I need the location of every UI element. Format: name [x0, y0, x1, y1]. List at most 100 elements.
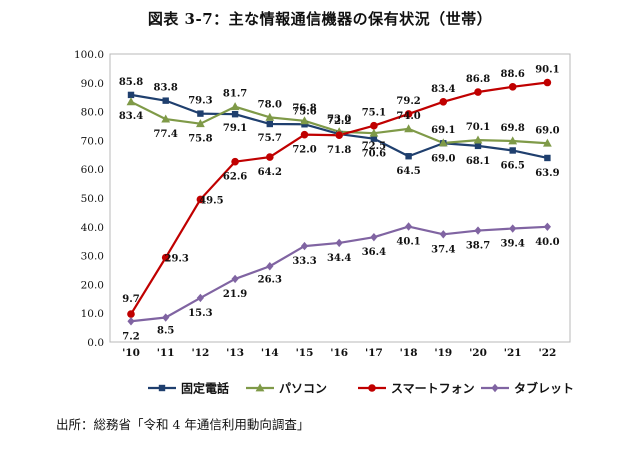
y-tick-label: 100.0: [74, 49, 104, 61]
data-label: 69.1: [431, 125, 455, 136]
data-label: 37.4: [431, 244, 455, 255]
data-label: 86.8: [466, 74, 490, 85]
data-labels: 85.8 83.8 79.3 79.1 75.7 75.6 72.2 70.6 64.5 69.0…: [119, 65, 560, 343]
x-tick-label: '12: [191, 347, 209, 359]
data-label: 49.5: [199, 195, 223, 206]
data-point: [370, 232, 378, 242]
data-label: 68.1: [466, 156, 490, 167]
y-tick-label: 90.0: [81, 78, 104, 90]
data-label: 9.7: [122, 294, 139, 305]
data-point: [266, 120, 273, 128]
data-point: [405, 222, 413, 231]
data-label: 34.4: [327, 253, 351, 264]
data-label: 72.5: [362, 141, 386, 152]
data-point: [161, 114, 171, 123]
data-label: 75.6: [292, 106, 316, 117]
data-label: 29.3: [165, 254, 189, 265]
data-point: [544, 154, 551, 162]
y-tick-label: 10.0: [81, 308, 104, 320]
data-label: 38.7: [466, 241, 490, 252]
data-point: [231, 274, 239, 284]
data-label: 72.0: [292, 145, 316, 156]
data-point: [127, 310, 135, 318]
data-label: 78.0: [258, 99, 282, 110]
x-tick-label: '11: [157, 347, 175, 359]
data-point: [266, 262, 274, 271]
y-tick-label: 60.0: [81, 164, 104, 176]
data-label: 69.0: [535, 125, 559, 136]
data-label: 8.5: [157, 326, 174, 337]
legend: 固定電話 パソコン スマートフォン タブレット: [148, 381, 574, 396]
data-point: [231, 157, 239, 166]
data-label: 73.0: [327, 114, 351, 125]
data-label: 63.9: [535, 168, 559, 179]
legend-marker-2: [255, 383, 265, 392]
chart-title: 図表 3-7：主な情報通信機器の保有状況（世帯）: [147, 10, 493, 28]
data-point: [438, 138, 448, 147]
data-point: [301, 121, 308, 128]
y-tick-label: 40.0: [81, 222, 104, 234]
x-tick-label: '18: [400, 347, 418, 359]
y-tick-label: 20.0: [81, 279, 104, 291]
data-point: [473, 135, 483, 144]
data-point: [508, 136, 518, 145]
y-tick-label: 80.0: [81, 107, 104, 119]
data-label: 83.4: [431, 84, 455, 95]
data-label: 26.3: [258, 274, 282, 285]
data-label: 79.2: [396, 96, 420, 107]
x-tick-label: '22: [538, 347, 556, 359]
data-label: 79.1: [223, 123, 247, 134]
data-label: 88.6: [501, 69, 525, 80]
data-label: 64.5: [396, 166, 420, 177]
data-label: 83.4: [119, 111, 143, 122]
data-point: [265, 112, 275, 121]
data-label: 7.2: [122, 331, 139, 342]
data-point: [509, 147, 516, 154]
data-point: [197, 110, 204, 117]
data-point: [543, 138, 552, 147]
data-label: 76.8: [292, 103, 316, 114]
data-point: [162, 313, 170, 322]
x-tick-label: '20: [469, 347, 487, 359]
data-label: 64.2: [258, 167, 282, 178]
x-tick-label: '17: [365, 347, 383, 359]
data-label: 74.0: [396, 111, 420, 122]
x-tick-label: '10: [122, 347, 140, 359]
y-tick-label: 0.0: [87, 337, 104, 349]
legend-marker-3: [368, 384, 376, 392]
data-label: 72.2: [327, 116, 351, 127]
data-point: [300, 241, 309, 251]
x-tick-label: '15: [296, 347, 314, 359]
data-point: [543, 78, 552, 87]
legend-label: スマートフォン: [391, 382, 475, 396]
data-point: [474, 88, 482, 96]
data-label: 85.8: [119, 77, 143, 88]
data-point: [230, 102, 240, 111]
data-point: [300, 130, 309, 139]
data-label: 70.6: [362, 149, 386, 160]
data-point: [369, 128, 379, 137]
data-label: 69.8: [501, 123, 525, 134]
data-point: [335, 131, 344, 140]
data-point: [162, 97, 169, 104]
x-tick-label: '21: [504, 347, 522, 359]
data-point: [474, 226, 482, 235]
data-label: 79.3: [188, 96, 212, 107]
data-point: [439, 230, 447, 239]
data-label: 66.5: [501, 160, 525, 171]
data-label: 70.1: [466, 122, 490, 133]
data-label: 39.4: [501, 239, 525, 250]
x-tick-label: '19: [434, 347, 452, 359]
data-label: 81.7: [223, 89, 247, 100]
data-point: [266, 153, 274, 161]
y-tick-label: 70.0: [81, 135, 104, 147]
data-point: [196, 119, 205, 128]
data-point: [231, 110, 239, 118]
y-tick-label: 30.0: [81, 251, 104, 263]
data-label: 40.1: [396, 237, 420, 248]
data-label: 21.9: [223, 289, 247, 300]
data-point: [335, 238, 343, 248]
y-tick-label: 50.0: [81, 193, 104, 205]
data-point: [508, 83, 517, 91]
data-point: [127, 91, 135, 99]
